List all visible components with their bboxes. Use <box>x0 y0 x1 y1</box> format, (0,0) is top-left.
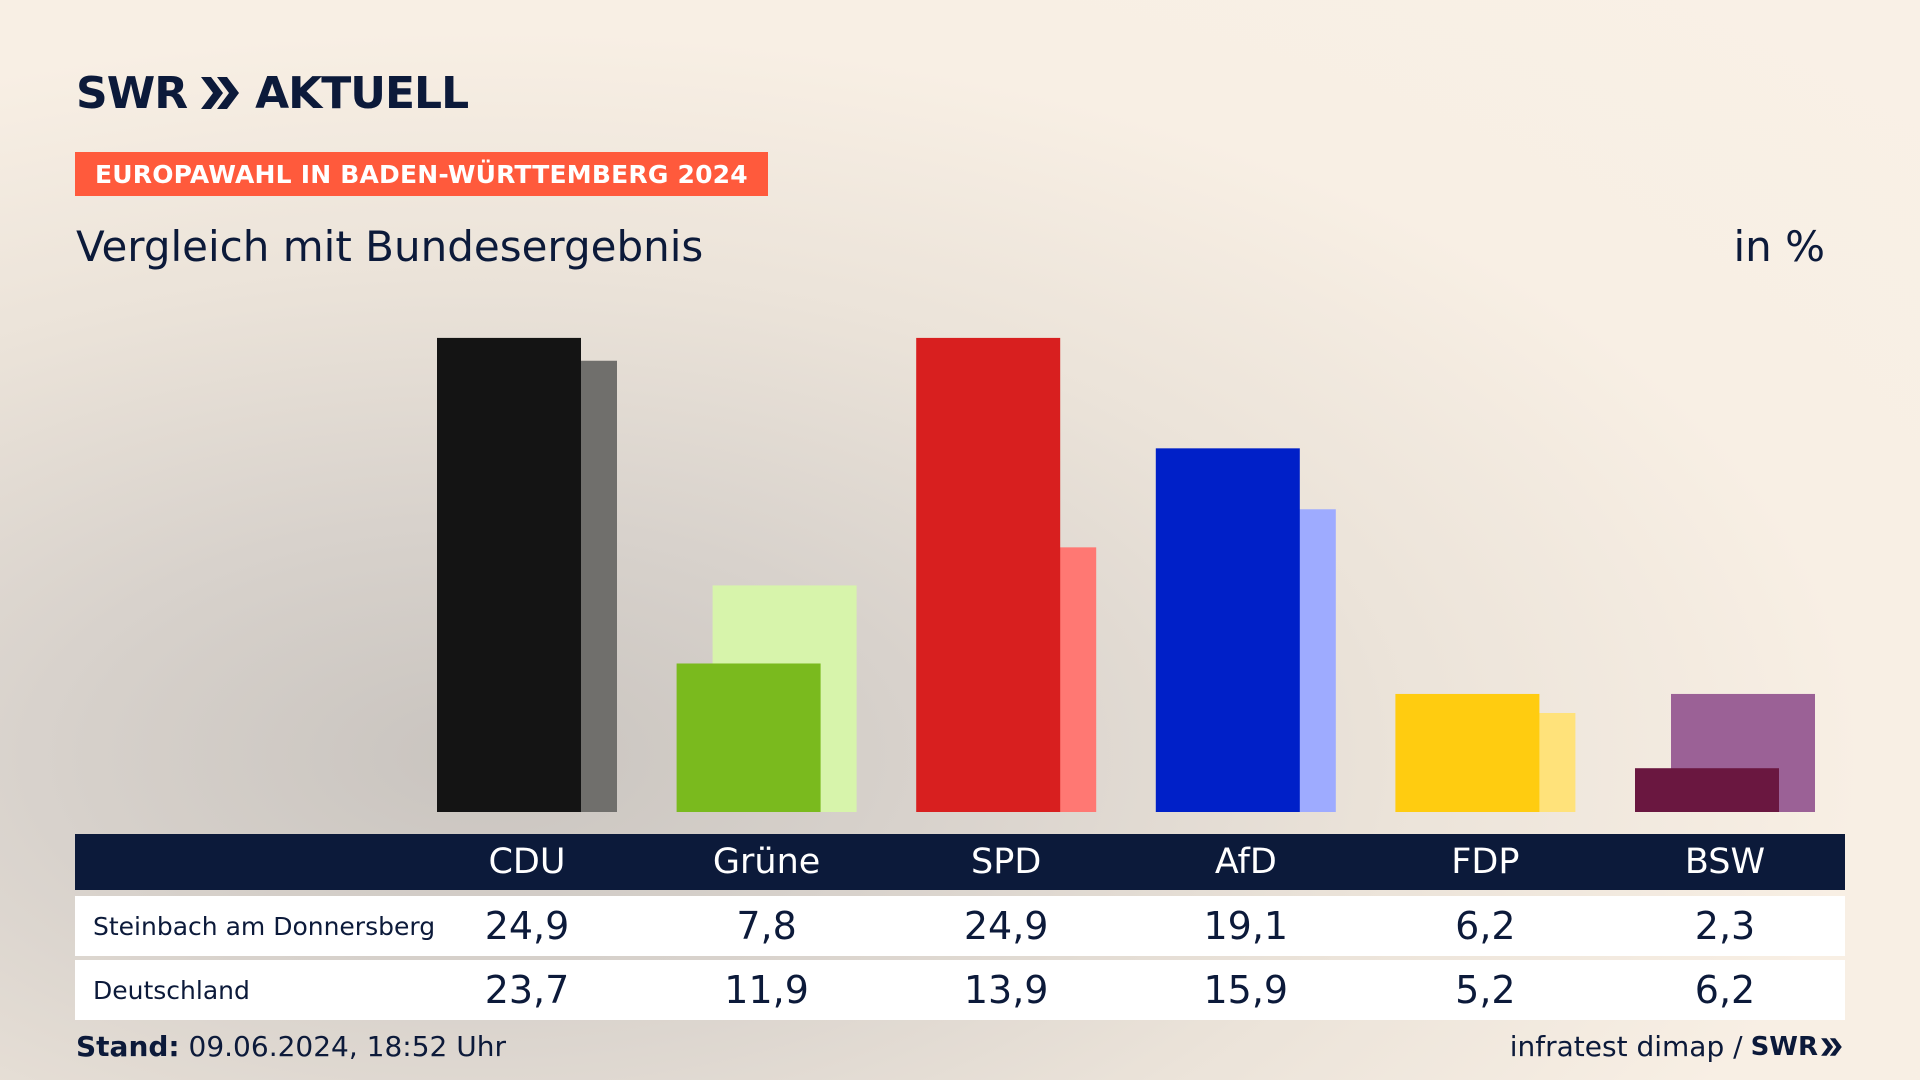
swr-small-logo: SWR <box>1751 1032 1844 1062</box>
source-credit: infratest dimap / SWR <box>1510 1030 1844 1063</box>
column-header-spd: SPD <box>971 842 1042 882</box>
column-header-fdp: FDP <box>1451 842 1520 882</box>
table-cell-spd: 24,9 <box>963 904 1049 948</box>
bar-steinbach-grüne <box>676 663 821 812</box>
column-header-bsw: BSW <box>1684 842 1766 882</box>
table-cell-grüne: 7,8 <box>736 904 797 948</box>
timestamp: Stand: 09.06.2024, 18:52 Uhr <box>76 1030 506 1063</box>
election-tag: EUROPAWAHL IN BADEN-WÜRTTEMBERG 2024 <box>75 152 768 196</box>
bar-steinbach-fdp <box>1395 693 1540 812</box>
chevron-logo-icon <box>1821 1037 1842 1056</box>
table-cell-grüne: 11,9 <box>724 968 809 1012</box>
table-cell-afd: 19,1 <box>1203 904 1289 948</box>
bar-steinbach-afd <box>1155 448 1300 812</box>
chevron-logo-icon <box>201 77 240 109</box>
column-header-afd: AfD <box>1214 842 1277 882</box>
table-header: CDU Grüne SPD AfD FDP BSW <box>75 834 1845 890</box>
bar-chart <box>437 337 1815 812</box>
column-header-cdu: CDU <box>488 842 566 882</box>
stand-value: 09.06.2024, 18:52 Uhr <box>188 1030 506 1063</box>
table-cell-spd: 13,9 <box>963 968 1049 1012</box>
table-cell-cdu: 24,9 <box>484 904 570 948</box>
table-cell-bsw: 2,3 <box>1694 904 1756 948</box>
unit-label: in % <box>1733 222 1825 271</box>
bar-steinbach-bsw <box>1635 768 1779 812</box>
logo-suffix: AKTUELL <box>255 67 469 119</box>
swr-aktuell-logo: SWR AKTUELL <box>76 67 469 119</box>
source-text: infratest dimap / <box>1509 1030 1743 1063</box>
table-row: Steinbach am Donnersberg 24,9 7,8 24,9 19,1… <box>75 896 1845 956</box>
row-label: Steinbach am Donnersberg <box>93 911 436 941</box>
table-cell-fdp: 6,2 <box>1455 904 1516 948</box>
logo-text: SWR <box>76 67 188 119</box>
table-cell-fdp: 5,2 <box>1455 968 1516 1012</box>
bar-steinbach-cdu <box>437 337 581 812</box>
table-row: Deutschland 23,7 11,9 13,9 15,9 5,2 6,2 <box>75 960 1845 1020</box>
chart-subtitle: Vergleich mit Bundesergebnis <box>76 222 704 271</box>
table-cell-bsw: 6,2 <box>1694 968 1756 1012</box>
table-cell-cdu: 23,7 <box>484 968 570 1012</box>
column-header-grüne: Grüne <box>712 842 821 882</box>
small-logo-text: SWR <box>1750 1031 1818 1062</box>
bar-steinbach-spd <box>916 337 1061 812</box>
results-table: CDU Grüne SPD AfD FDP BSW Steinbach am Donner… <box>75 834 1845 1020</box>
stand-label: Stand: <box>76 1030 180 1063</box>
row-label: Deutschland <box>93 975 250 1005</box>
table-cell-afd: 15,9 <box>1203 968 1289 1012</box>
